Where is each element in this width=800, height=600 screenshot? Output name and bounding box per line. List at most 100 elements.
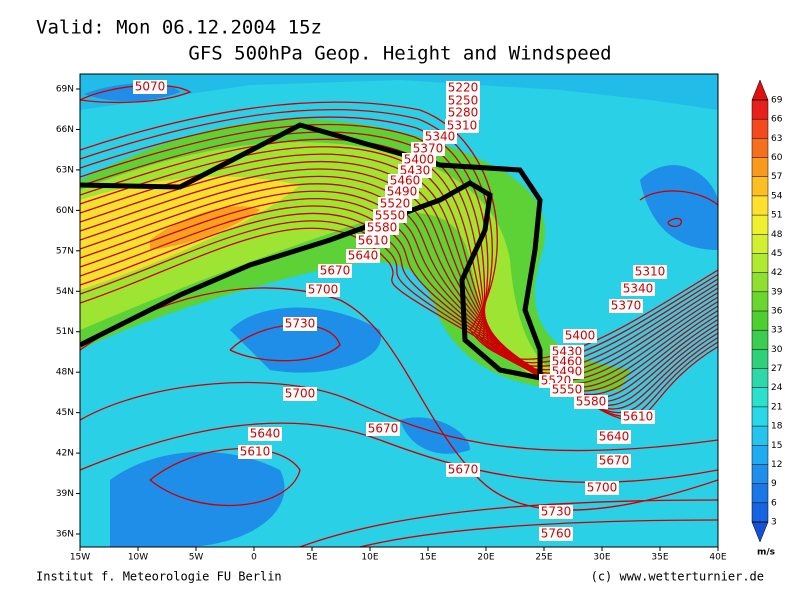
label-box	[385, 185, 419, 199]
contour-line	[299, 499, 718, 547]
lon-label: 25E	[535, 553, 552, 563]
label-box	[133, 80, 167, 94]
colorbar-label: 48	[771, 230, 783, 240]
lat-label: 39N	[56, 489, 74, 499]
colorbar-band	[752, 330, 768, 350]
contour-line	[80, 131, 718, 374]
contour-line	[80, 183, 718, 399]
colorbar-label: 6	[771, 498, 777, 508]
lat-label: 36N	[56, 530, 74, 540]
colorbar-label: 69	[771, 96, 783, 106]
contour-label: 5310	[635, 265, 666, 279]
contour-label: 5550	[375, 209, 406, 223]
colorbar-label: 66	[771, 115, 783, 125]
colorbar-label: 57	[771, 172, 782, 182]
contour-label: 5340	[623, 282, 654, 296]
colorbar-cap	[751, 79, 769, 101]
contour-label: 5070	[135, 80, 166, 94]
contours	[80, 84, 718, 547]
contour-label: 5520	[380, 197, 411, 211]
contour-line	[80, 153, 718, 385]
colorbar-band	[752, 502, 768, 523]
label-box	[563, 329, 597, 343]
contour-line	[80, 381, 718, 452]
contour-line	[80, 160, 718, 389]
contour-line	[359, 519, 718, 547]
contour-label: 5580	[576, 395, 607, 409]
lat-label: 48N	[56, 368, 74, 378]
colorbar-band	[752, 387, 768, 408]
contour-line	[80, 175, 718, 396]
colorbar-cap	[751, 521, 769, 543]
colorbar-label: 36	[771, 307, 783, 317]
label-box	[585, 481, 619, 495]
contour-line	[639, 190, 718, 206]
contour-label: 5580	[367, 221, 398, 235]
lon-label: 40E	[709, 553, 726, 563]
colorbar-band	[752, 406, 768, 427]
label-box	[402, 153, 436, 167]
lon-label: 15W	[70, 553, 90, 563]
colorbar-label: 15	[771, 441, 782, 451]
label-box	[446, 94, 480, 108]
jet-peak	[150, 206, 260, 250]
contour-label: 5670	[320, 264, 351, 278]
contour-line	[80, 123, 718, 371]
label-box	[248, 427, 282, 441]
lon-label: 10E	[361, 553, 378, 563]
label-box	[633, 265, 667, 279]
colorbar-label: 21	[771, 402, 782, 412]
colorbar-label: 9	[771, 479, 777, 489]
colorbar-label: 63	[771, 134, 782, 144]
contour-line	[80, 84, 192, 104]
lon-label: 15E	[419, 553, 436, 563]
colorbar-band	[752, 234, 768, 254]
colorbar-band	[752, 483, 768, 504]
colorbar-band	[752, 176, 768, 197]
contour-label: 5700	[285, 387, 316, 401]
label-box	[446, 106, 480, 120]
contour-label: 5220	[448, 81, 479, 95]
label-box	[423, 130, 457, 144]
low-wind	[110, 451, 285, 547]
label-box	[318, 264, 352, 278]
label-box	[388, 174, 422, 188]
colorbar-band	[752, 368, 768, 389]
footer-right: (c) www.wetterturnier.de	[591, 570, 764, 584]
colorbar: 6966636057545148454239363330272421181512…	[751, 79, 783, 558]
contour-label: 5670	[599, 454, 630, 468]
label-box	[609, 299, 643, 313]
lat-label: 57N	[56, 246, 74, 256]
label-box	[283, 317, 317, 331]
contour-labels: 5070 522052505280531053405370540054305460…	[133, 80, 667, 541]
label-box	[446, 81, 480, 95]
colorbar-band	[752, 445, 768, 465]
contour-label: 5610	[358, 234, 389, 248]
colorbar-label: 51	[771, 211, 782, 221]
map-frame	[79, 73, 719, 548]
contour-label: 5760	[541, 527, 572, 541]
colorbar-band	[752, 272, 768, 293]
contour-line	[80, 168, 718, 392]
label-box	[539, 527, 573, 541]
label-box	[373, 209, 407, 223]
label-box	[445, 119, 479, 133]
low-wind	[230, 307, 382, 373]
lon-label: 20E	[477, 553, 494, 563]
label-box	[597, 430, 631, 444]
contour-label: 5640	[599, 430, 630, 444]
lon-label: 5W	[189, 553, 204, 563]
colorbar-band	[752, 291, 768, 312]
field	[80, 74, 718, 110]
lat-label: 51N	[56, 327, 74, 337]
footer-left: Institut f. Meteorologie FU Berlin	[36, 570, 282, 584]
colorbar-band	[752, 426, 768, 446]
contour-label: 5610	[623, 410, 654, 424]
label-box	[346, 249, 380, 263]
lat-label: 42N	[56, 449, 74, 459]
contour-label: 5370	[611, 299, 642, 313]
label-box	[574, 395, 608, 409]
contour-label: 5460	[390, 174, 421, 188]
label-box	[238, 445, 272, 459]
